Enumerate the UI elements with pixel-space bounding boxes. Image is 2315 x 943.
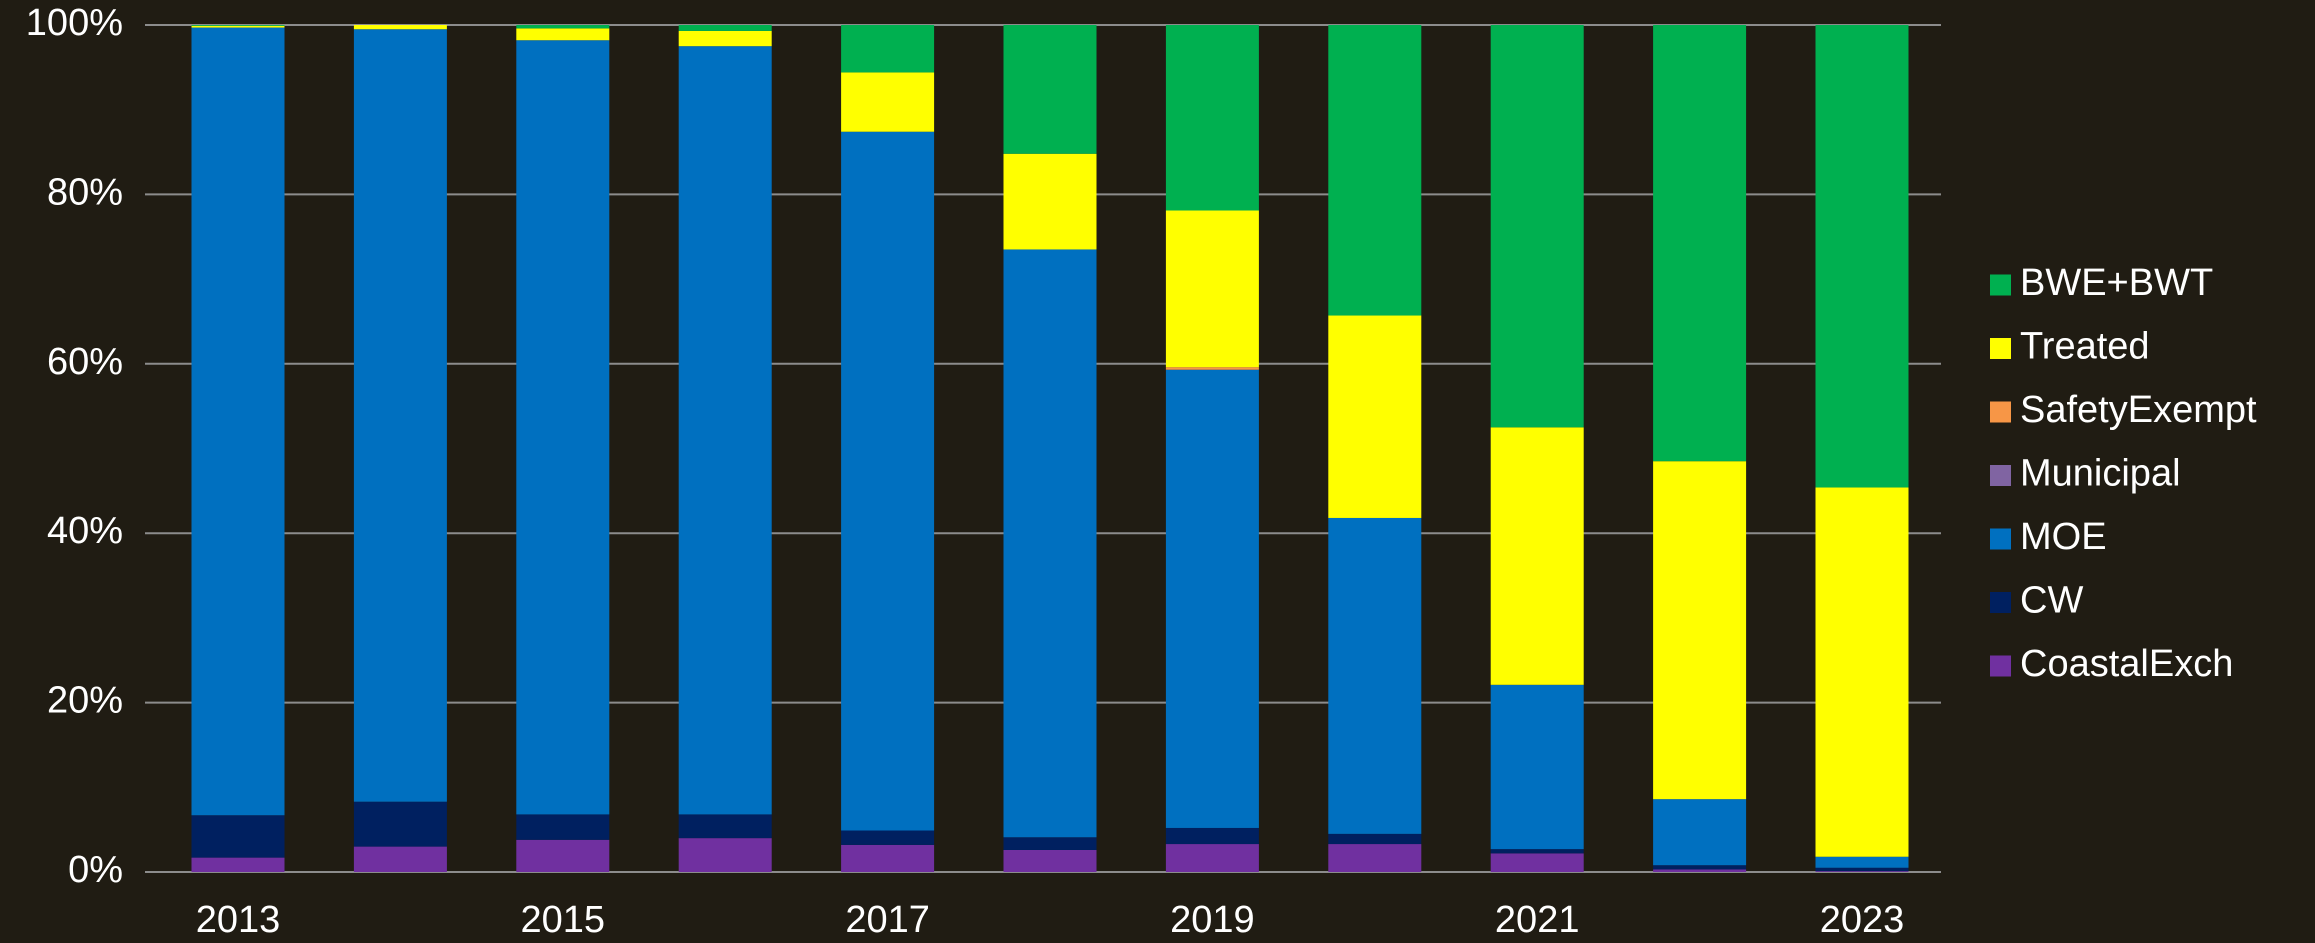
bar-segment <box>1003 25 1097 154</box>
legend-swatch <box>1990 592 2011 613</box>
bar-segment <box>1165 369 1259 828</box>
y-tick-label: 20% <box>47 680 123 722</box>
bar-segment <box>191 27 285 816</box>
bar-segment <box>353 801 447 847</box>
legend-label: CoastalExch <box>2020 643 2233 685</box>
legend-label: SafetyExempt <box>2020 389 2257 431</box>
bar-segment <box>191 25 285 26</box>
bar-segment <box>1003 837 1097 850</box>
legend-swatch <box>1990 338 2011 359</box>
bar-segment <box>1653 25 1747 462</box>
bar-segment <box>1815 25 1909 488</box>
bar-segment <box>1815 487 1909 857</box>
bar-segment <box>516 28 610 41</box>
bar-segment <box>1653 865 1747 870</box>
bar-segment <box>1815 856 1909 868</box>
bar-segment <box>191 815 285 858</box>
bar-segment <box>1328 517 1422 834</box>
x-tick-label: 2021 <box>1495 899 1580 941</box>
legend-swatch <box>1990 401 2011 423</box>
bar-segment <box>1165 844 1259 872</box>
legend-swatch <box>1990 465 2011 486</box>
bar-segment <box>1653 869 1747 872</box>
bar-segment <box>678 25 772 31</box>
legend-swatch <box>1990 528 2011 550</box>
legend-swatch <box>1990 655 2011 677</box>
bar-segment <box>1003 153 1097 250</box>
bar-segment <box>678 30 772 47</box>
bar-segment <box>1328 25 1422 316</box>
bar-segment <box>516 25 610 29</box>
bar-segment <box>1653 799 1747 866</box>
bar-segment <box>191 25 285 28</box>
bar-segment <box>841 131 935 831</box>
bar-segment <box>841 25 935 73</box>
bar-segment <box>353 29 447 802</box>
x-tick-label: 2015 <box>521 899 606 941</box>
bar-segment <box>841 72 935 132</box>
bar-segment <box>1165 367 1259 370</box>
y-tick-label: 40% <box>47 510 123 552</box>
legend-label: MOE <box>2020 516 2107 558</box>
bar-segment <box>841 830 935 845</box>
bar-segment <box>1328 315 1422 518</box>
bar-segment <box>516 814 610 840</box>
bar-segment <box>1328 844 1422 872</box>
bar-segment <box>1003 849 1097 872</box>
bar-segment <box>1003 249 1097 838</box>
y-tick-label: 0% <box>68 849 123 891</box>
x-tick-label: 2013 <box>196 899 281 941</box>
bar-segment <box>1165 827 1259 845</box>
bar-segment <box>841 844 935 872</box>
bar-segment <box>516 839 610 872</box>
legend-label: BWE+BWT <box>2020 262 2213 304</box>
legend-label: CW <box>2020 580 2083 622</box>
bar-segment <box>516 40 610 815</box>
bar-segment <box>1328 833 1422 845</box>
legend-swatch <box>1990 274 2011 296</box>
x-tick-label: 2019 <box>1170 899 1255 941</box>
bar-segment <box>1490 849 1584 854</box>
y-tick-label: 80% <box>47 171 123 213</box>
bar-segment <box>353 25 447 30</box>
bar-segment <box>678 46 772 815</box>
y-tick-label: 100% <box>26 2 123 44</box>
bar-segment <box>678 838 772 872</box>
bar-segment <box>1653 461 1747 800</box>
bar-segment <box>191 857 285 872</box>
bar-segment <box>1165 25 1259 211</box>
x-tick-label: 2017 <box>845 899 930 941</box>
legend-label: Treated <box>2020 326 2150 368</box>
bar-segment <box>1815 871 1909 872</box>
legend-label: Municipal <box>2020 453 2181 495</box>
bar-segment <box>353 846 447 872</box>
bar-segment <box>1490 853 1584 872</box>
bar-segment <box>678 814 772 839</box>
bar-segment <box>1490 427 1584 685</box>
bar-segment <box>1490 25 1584 428</box>
bar-segment <box>1815 867 1909 872</box>
bar-segment <box>1490 684 1584 850</box>
x-tick-label: 2023 <box>1820 899 1905 941</box>
bar-segment <box>1165 210 1259 368</box>
y-tick-label: 60% <box>47 341 123 383</box>
